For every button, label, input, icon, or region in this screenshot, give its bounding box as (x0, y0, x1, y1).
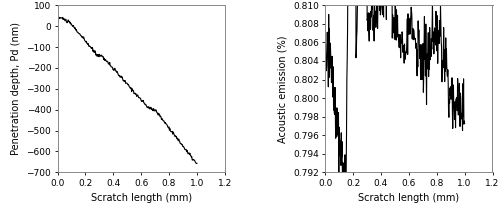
Y-axis label: Penetration depth, Pd (nm): Penetration depth, Pd (nm) (11, 22, 21, 155)
X-axis label: Scratch length (mm): Scratch length (mm) (358, 193, 460, 203)
Y-axis label: Acoustic emission (%): Acoustic emission (%) (278, 35, 287, 143)
X-axis label: Scratch length (mm): Scratch length (mm) (90, 193, 192, 203)
